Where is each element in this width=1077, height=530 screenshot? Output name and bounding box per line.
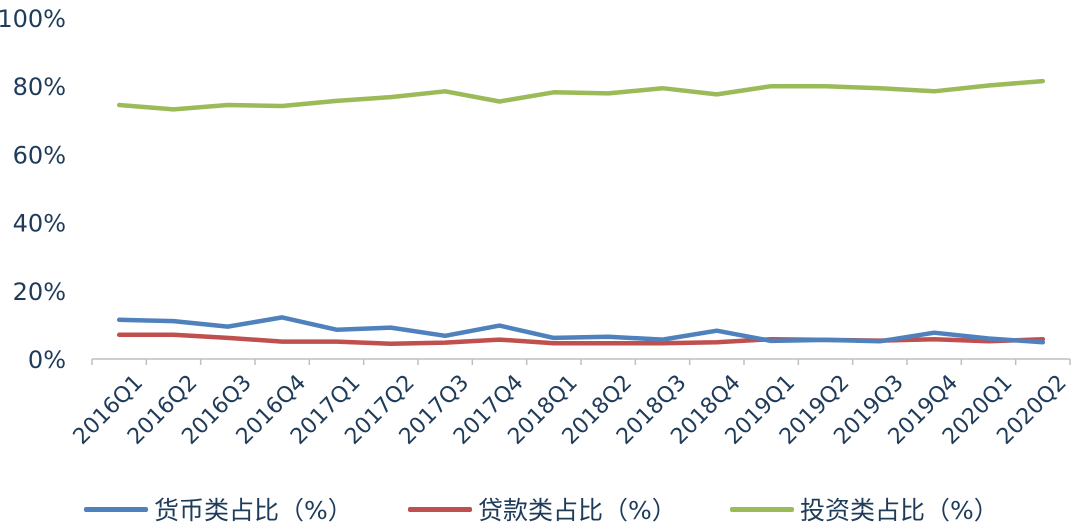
legend-item-investment: 投资类占比（%） <box>730 488 999 530</box>
y-axis: 0% 20% 40% 60% 80% 100% <box>0 5 66 374</box>
y-tick-label: 0% <box>28 346 66 374</box>
legend-label-investment: 投资类占比（%） <box>800 496 999 525</box>
x-axis: 2016Q12016Q22016Q32016Q42017Q12017Q22017… <box>69 358 1072 450</box>
legend-swatch-investment <box>730 506 794 512</box>
legend-item-money: 货币类占比（%） <box>84 488 353 530</box>
legend-label-loan: 贷款类占比（%） <box>478 496 677 525</box>
y-tick-label: 40% <box>13 210 66 238</box>
legend-item-loan: 贷款类占比（%） <box>408 488 677 530</box>
y-tick-label: 80% <box>13 73 66 101</box>
series-line-2 <box>116 78 1046 112</box>
y-tick-label: 60% <box>13 141 66 169</box>
y-tick-label: 100% <box>0 5 66 33</box>
line-chart: 0% 20% 40% 60% 80% 100% 2016Q12016Q22016Q3201… <box>0 5 1072 450</box>
legend-swatch-loan <box>408 506 472 512</box>
legend-swatch-money <box>84 506 148 512</box>
y-tick-label: 20% <box>13 278 66 306</box>
series-line-0 <box>116 315 1046 345</box>
series-layer <box>116 78 1046 346</box>
legend-label-money: 货币类占比（%） <box>154 496 353 525</box>
legend: 货币类占比（%） 贷款类占比（%） 投资类占比（%） <box>0 488 1077 530</box>
